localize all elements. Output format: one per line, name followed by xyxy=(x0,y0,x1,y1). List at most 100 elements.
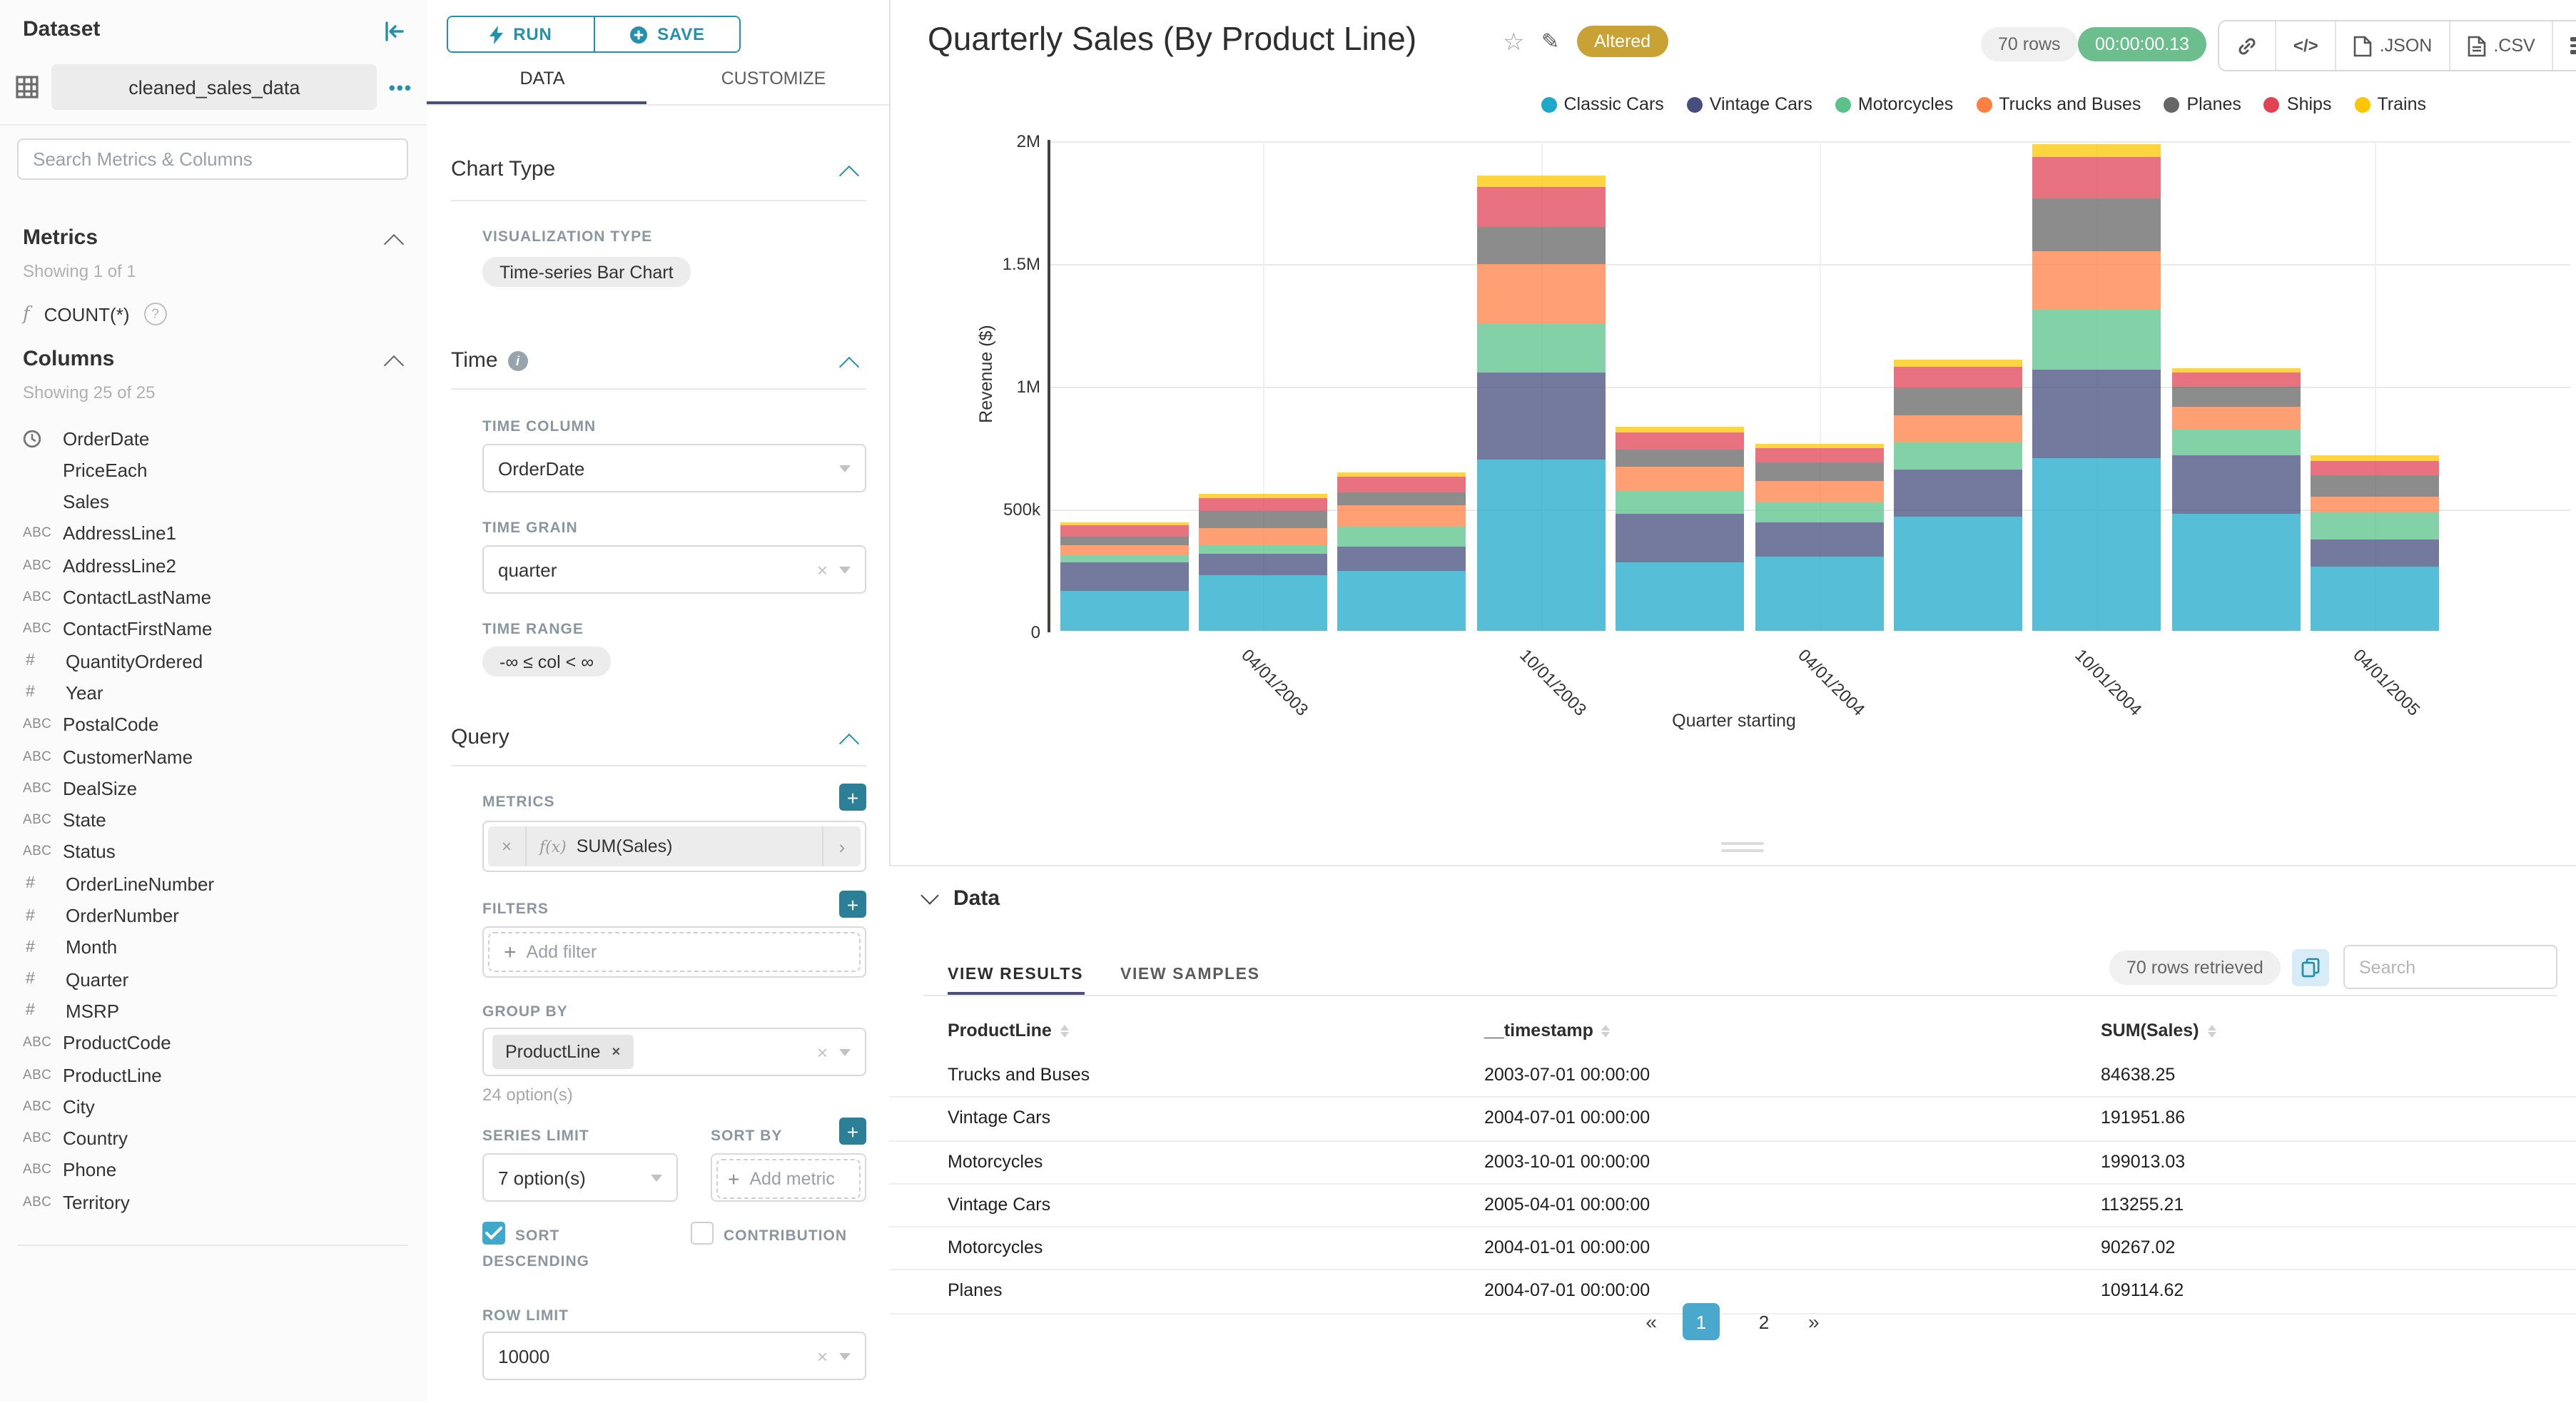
bar-segment-motorcycles[interactable] xyxy=(2311,512,2440,540)
bar-segment-motorcycles[interactable] xyxy=(2171,429,2301,455)
column-item-CustomerName[interactable]: ABC CustomerName xyxy=(23,741,193,772)
dataset-menu-icon[interactable]: ••• xyxy=(388,76,412,98)
add-sort-metric-dropzone[interactable]: + Add metric xyxy=(716,1159,861,1199)
chart-type-collapse-icon[interactable] xyxy=(838,165,860,186)
run-button[interactable]: RUN xyxy=(448,17,593,51)
bar-segment-vintage-cars[interactable] xyxy=(2311,539,2440,567)
table-row[interactable]: Motorcycles 2003-10-01 00:00:00 199013.03 xyxy=(889,1141,2576,1185)
column-item-MSRP[interactable]: # MSRP xyxy=(23,996,119,1027)
bar-segment-trains[interactable] xyxy=(2311,455,2440,461)
bar-segment-planes[interactable] xyxy=(1060,537,1188,546)
metrics-collapse-icon[interactable] xyxy=(383,233,405,255)
sort-icon[interactable] xyxy=(2207,1024,2216,1037)
legend-item-vintage-cars[interactable]: Vintage Cars xyxy=(1686,94,1812,114)
groupby-select[interactable]: ProductLine × × xyxy=(482,1028,866,1076)
bar-segment-classic-cars[interactable] xyxy=(1893,517,2022,632)
bar-segment-ships[interactable] xyxy=(2032,157,2161,199)
embed-code-button[interactable]: </> xyxy=(2275,21,2336,70)
column-item-Month[interactable]: # Month xyxy=(23,932,117,963)
bar-segment-vintage-cars[interactable] xyxy=(1337,547,1466,571)
column-header-productline[interactable]: ProductLine xyxy=(948,1020,1069,1040)
bar-segment-vintage-cars[interactable] xyxy=(1060,562,1188,592)
table-row[interactable]: Vintage Cars 2004-07-01 00:00:00 191951.86 xyxy=(889,1098,2576,1142)
time-grain-select[interactable]: quarter × xyxy=(482,545,866,594)
clear-icon[interactable]: × xyxy=(816,559,828,580)
bar-segment-trucks-and-buses[interactable] xyxy=(1893,415,2022,442)
stacked-bar-04/01/2004[interactable] xyxy=(1755,443,1883,632)
column-item-Quarter[interactable]: # Quarter xyxy=(23,963,128,995)
bar-segment-planes[interactable] xyxy=(1476,226,1606,264)
tab-data[interactable]: DATA xyxy=(519,69,565,88)
bar-segment-planes[interactable] xyxy=(2032,198,2161,251)
column-item-Territory[interactable]: ABC Territory xyxy=(23,1186,130,1217)
column-item-Status[interactable]: ABC Status xyxy=(23,836,116,868)
bar-segment-trucks-and-buses[interactable] xyxy=(1755,481,1883,502)
clear-icon[interactable]: × xyxy=(816,1345,828,1367)
bar-segment-trains[interactable] xyxy=(2171,368,2301,373)
table-row[interactable]: Motorcycles 2004-01-01 00:00:00 90267.02 xyxy=(889,1227,2576,1271)
column-item-AddressLine2[interactable]: ABC AddressLine2 xyxy=(23,549,176,581)
column-item-Year[interactable]: # Year xyxy=(23,677,103,709)
add-filter-button[interactable]: + xyxy=(839,891,866,918)
pagination-page-1[interactable]: 1 xyxy=(1683,1303,1720,1340)
tab-customize[interactable]: CUSTOMIZE xyxy=(721,69,826,88)
clear-icon[interactable]: × xyxy=(816,1041,828,1063)
bar-segment-motorcycles[interactable] xyxy=(1755,502,1883,522)
save-button[interactable]: SAVE xyxy=(593,17,739,51)
bar-segment-trains[interactable] xyxy=(1337,472,1466,477)
bar-segment-classic-cars[interactable] xyxy=(1476,460,1606,632)
bar-segment-trucks-and-buses[interactable] xyxy=(1198,527,1327,546)
column-item-City[interactable]: ABC City xyxy=(23,1091,95,1123)
bar-segment-trucks-and-buses[interactable] xyxy=(2311,496,2440,512)
legend-item-motorcycles[interactable]: Motorcycles xyxy=(1835,94,1953,114)
bar-segment-trains[interactable] xyxy=(1616,426,1745,432)
bar-segment-vintage-cars[interactable] xyxy=(2171,455,2301,514)
column-header--timestamp[interactable]: __timestamp xyxy=(1484,1020,1611,1040)
query-collapse-icon[interactable] xyxy=(838,733,860,754)
altered-badge[interactable]: Altered xyxy=(1577,26,1668,57)
bar-segment-trucks-and-buses[interactable] xyxy=(1616,466,1745,492)
bar-segment-trucks-and-buses[interactable] xyxy=(1476,263,1606,325)
bar-segment-classic-cars[interactable] xyxy=(1755,557,1883,632)
viz-type-value[interactable]: Time-series Bar Chart xyxy=(482,257,691,287)
export-json-button[interactable]: .JSON xyxy=(2335,21,2450,70)
favorite-star-icon[interactable]: ☆ xyxy=(1503,29,1525,56)
bar-segment-ships[interactable] xyxy=(2171,373,2301,388)
tab-view-samples[interactable]: VIEW SAMPLES xyxy=(1120,966,1260,983)
bar-segment-ships[interactable] xyxy=(1755,448,1883,462)
column-item-ContactLastName[interactable]: ABC ContactLastName xyxy=(23,582,211,613)
metric-pill[interactable]: × f(x) SUM(Sales) › xyxy=(488,826,861,866)
column-item-PriceEach[interactable]: PriceEach xyxy=(23,455,148,486)
dataset-name[interactable]: cleaned_sales_data xyxy=(51,64,377,110)
help-icon[interactable]: ? xyxy=(143,303,167,325)
bar-segment-trucks-and-buses[interactable] xyxy=(2171,406,2301,430)
stacked-bar-07/01/2003[interactable] xyxy=(1337,472,1466,632)
bar-segment-classic-cars[interactable] xyxy=(1616,562,1745,632)
bar-segment-motorcycles[interactable] xyxy=(1616,491,1745,514)
stacked-bar-01/01/2003[interactable] xyxy=(1060,522,1188,632)
row-limit-select[interactable]: 10000 × xyxy=(482,1332,866,1380)
metric-item-count[interactable]: f COUNT(*) ? xyxy=(23,303,167,325)
table-row[interactable]: Trucks and Buses 2003-07-01 00:00:00 84638… xyxy=(889,1055,2576,1098)
bar-segment-motorcycles[interactable] xyxy=(1198,545,1327,554)
bar-segment-classic-cars[interactable] xyxy=(1060,591,1188,632)
legend-item-planes[interactable]: Planes xyxy=(2164,94,2241,114)
bar-segment-vintage-cars[interactable] xyxy=(1616,513,1745,563)
results-search[interactable] xyxy=(2343,945,2576,989)
expand-metric-icon[interactable]: › xyxy=(822,826,861,866)
bar-segment-ships[interactable] xyxy=(2311,460,2440,476)
column-item-Phone[interactable]: ABC Phone xyxy=(23,1155,116,1186)
stacked-bar-07/01/2004[interactable] xyxy=(1893,359,2022,632)
column-item-QuantityOrdered[interactable]: # QuantityOrdered xyxy=(23,645,203,677)
groupby-tag[interactable]: ProductLine × xyxy=(492,1035,634,1069)
sort-icon[interactable] xyxy=(1601,1024,1611,1037)
contribution-checkbox[interactable] xyxy=(691,1222,714,1245)
column-item-Country[interactable]: ABC Country xyxy=(23,1123,128,1154)
column-item-ProductCode[interactable]: ABC ProductCode xyxy=(23,1027,171,1058)
bar-segment-ships[interactable] xyxy=(1060,525,1188,537)
bar-segment-planes[interactable] xyxy=(1893,388,2022,415)
legend-item-trains[interactable]: Trains xyxy=(2354,94,2426,114)
table-row[interactable]: Vintage Cars 2005-04-01 00:00:00 113255.21 xyxy=(889,1185,2576,1228)
bar-segment-planes[interactable] xyxy=(2171,387,2301,407)
bar-segment-trains[interactable] xyxy=(1198,493,1327,499)
